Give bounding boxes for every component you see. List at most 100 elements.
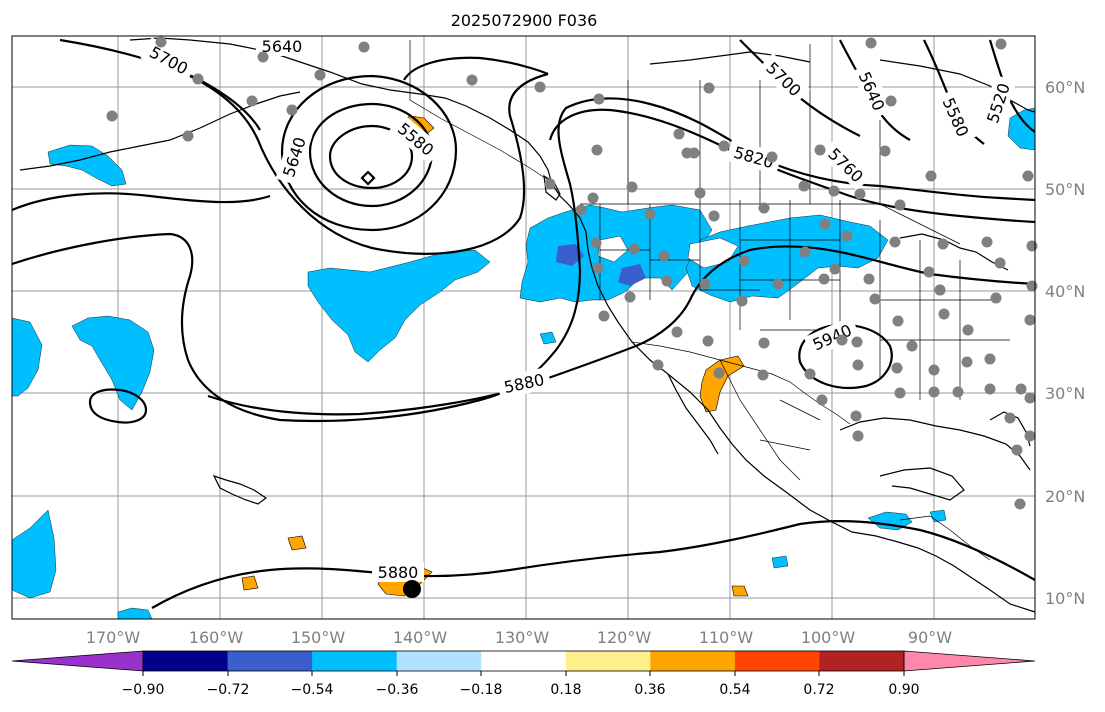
contour-low-core — [360, 170, 376, 186]
station-dot — [590, 237, 602, 249]
positive-region-hawaii-south — [287, 535, 307, 551]
station-dot — [688, 147, 700, 159]
lat-label-50n: 50°N — [1045, 180, 1085, 199]
station-dot — [575, 204, 587, 216]
station-dot — [981, 236, 993, 248]
coastline-west-coast — [551, 183, 1036, 613]
station-markers — [106, 36, 1038, 510]
contour-label-bg-4 — [389, 113, 443, 165]
station-dot — [850, 410, 862, 422]
station-dot — [994, 257, 1006, 269]
border-alaska-canada — [409, 40, 549, 181]
coastline-canada-arctic — [649, 51, 811, 65]
anomaly-region-baja-small — [539, 331, 557, 345]
anomaly-region-plains — [685, 214, 889, 303]
station-dot — [869, 293, 881, 305]
border-us-mexico — [631, 341, 851, 425]
contour-label-bg-7 — [935, 88, 977, 146]
colorbar-segment — [819, 651, 905, 671]
station-dot — [246, 95, 258, 107]
station-dot — [962, 324, 974, 336]
station-dot — [626, 181, 638, 193]
lat-label-30n: 30°N — [1045, 384, 1085, 403]
lat-label-40n: 40°N — [1045, 282, 1085, 301]
station-dot — [694, 187, 706, 199]
station-dot — [894, 199, 906, 211]
island-hawaii — [212, 474, 268, 505]
contour-5880-main — [207, 245, 1036, 416]
contour-label-bg-2 — [140, 37, 198, 83]
station-dot — [818, 273, 830, 285]
lon-label-120w: 120°W — [597, 628, 652, 647]
positive-region-small2 — [731, 585, 749, 597]
station-dot — [534, 81, 546, 93]
station-dot — [628, 243, 640, 255]
station-dot — [155, 36, 167, 48]
contour-label-bg-1 — [256, 36, 308, 56]
contour-5880-small-loop — [88, 388, 148, 424]
station-dot — [702, 335, 714, 347]
coastline-aleutians — [19, 91, 301, 171]
station-dot — [937, 238, 949, 250]
station-dot — [699, 278, 711, 290]
station-dot — [466, 74, 478, 86]
contour-label-bg-3 — [275, 128, 313, 186]
station-dot — [708, 210, 720, 222]
anomaly-region-west-tropics — [11, 509, 57, 599]
contour-label-1: 5640 — [262, 37, 303, 56]
station-dot — [816, 394, 828, 406]
colorbar-tick-9: 0.90 — [888, 682, 919, 698]
colorbar-segment — [312, 651, 398, 671]
station-dot — [736, 295, 748, 307]
colorbar-tick-6: 0.36 — [634, 682, 665, 698]
station-dot — [192, 73, 204, 85]
station-dot — [1011, 444, 1023, 456]
anomaly-core-west — [556, 244, 584, 266]
station-dot — [757, 369, 769, 381]
station-dot — [758, 337, 770, 349]
contour-label-bg-13 — [372, 562, 424, 582]
colorbar-frame — [142, 650, 905, 672]
contour-label-bg-11 — [803, 316, 861, 358]
station-dot — [889, 236, 901, 248]
station-dot — [766, 151, 778, 163]
station-dot — [772, 278, 784, 290]
coastline-alaska — [129, 37, 553, 185]
lon-label-130w: 130°W — [495, 628, 550, 647]
station-dot — [928, 364, 940, 376]
lon-label-170w: 170°W — [86, 628, 141, 647]
colorbar-tick-5: 0.18 — [550, 682, 581, 698]
station-dot — [836, 334, 848, 346]
anomaly-region-southwest-edge — [117, 607, 153, 620]
colorbar-segment-arrow-high — [904, 651, 1035, 671]
colorbar-segment — [734, 651, 820, 671]
station-dot — [624, 291, 636, 303]
station-dot — [658, 250, 670, 262]
border-canada-provinces — [627, 44, 881, 204]
lon-label-110w: 110°W — [699, 628, 754, 647]
colorbar-segments — [12, 651, 1035, 671]
border-us-states-west — [599, 200, 1010, 400]
colorbar: −0.90 −0.72 −0.54 −0.36 −0.18 0.18 0.36 … — [11, 650, 1036, 698]
contour-label-bg-12 — [496, 366, 552, 400]
station-dot — [892, 315, 904, 327]
storm-center-marker — [403, 580, 421, 598]
contour-label-bg-5 — [757, 53, 811, 105]
lon-label-150w: 150°W — [291, 628, 346, 647]
station-dot — [1014, 498, 1026, 510]
colorbar-tick-7: 0.54 — [719, 682, 750, 698]
colorbar-tick-1: −0.72 — [207, 682, 250, 698]
station-dot — [718, 140, 730, 152]
station-dot — [182, 130, 194, 142]
anomaly-hole-west — [597, 235, 629, 263]
station-dot — [894, 387, 906, 399]
station-dot — [961, 356, 973, 368]
positive-region-small1 — [241, 575, 259, 591]
contour-5940-high — [798, 323, 893, 390]
contour-5580-north — [403, 56, 549, 81]
station-dot — [984, 353, 996, 365]
colorbar-tick-2: −0.54 — [291, 682, 334, 698]
station-dot — [885, 95, 897, 107]
station-dot — [257, 51, 269, 63]
border-mexico-states — [719, 359, 821, 481]
